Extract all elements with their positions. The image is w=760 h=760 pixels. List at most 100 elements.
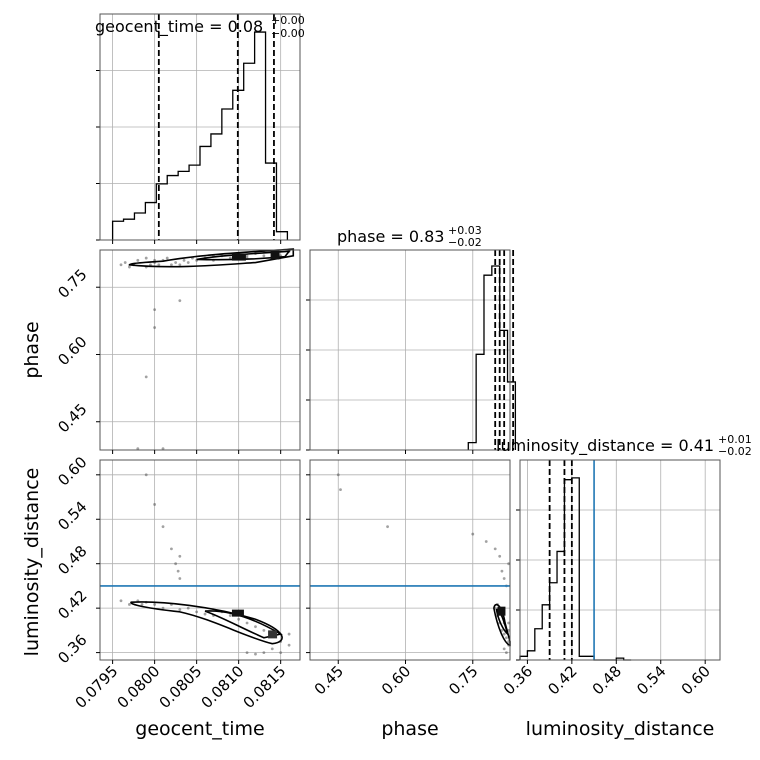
sample-point: [144, 256, 148, 260]
hist-bin: [145, 203, 156, 240]
y-tick-label: 0.45: [54, 400, 90, 436]
x-tick-label: 0.48: [589, 662, 625, 698]
sample-point: [254, 625, 257, 629]
sample-point: [161, 606, 165, 610]
hist-bin: [244, 63, 255, 240]
sample-point: [254, 652, 257, 656]
hist-bin: [113, 221, 124, 240]
title-geocent-time-lower: −0.00: [271, 27, 305, 40]
title-luminosity-distance-lower: −0.02: [718, 445, 752, 458]
sample-point: [339, 488, 342, 492]
density-peak: [231, 609, 244, 617]
y-tick-label: 0.36: [54, 631, 90, 667]
x-axis-label-phase: phase: [381, 718, 438, 740]
panel-frame: [99, 459, 301, 661]
sample-point: [128, 265, 131, 269]
panel-scatter-distance-vs-time: [99, 459, 301, 661]
hist-bin: [124, 219, 135, 240]
sample-point: [336, 473, 340, 477]
sample-point: [153, 326, 157, 329]
sample-point: [182, 258, 186, 262]
sample-point: [237, 617, 241, 621]
sample-point: [161, 525, 165, 529]
x-tick-label: 0.0795: [72, 662, 122, 712]
sample-point: [136, 258, 140, 262]
sample-point: [498, 554, 502, 558]
sample-point: [493, 547, 497, 551]
hist-bin: [211, 134, 222, 240]
sample-point: [500, 628, 504, 632]
sample-point: [262, 628, 266, 632]
sample-point: [165, 256, 169, 260]
sample-point: [140, 603, 144, 606]
contour-outer: [128, 248, 295, 268]
sample-point: [270, 647, 274, 651]
sample-point: [186, 261, 190, 264]
panel-frame: [309, 459, 511, 661]
y-tick-label: 0.42: [54, 586, 90, 622]
hist-bin: [255, 32, 266, 240]
x-tick-label: 0.0805: [156, 662, 206, 712]
sample-point: [505, 651, 508, 654]
sample-point: [119, 263, 123, 267]
x-tick-label: 0.45: [311, 662, 347, 698]
hist-bin: [189, 165, 200, 240]
hist-bin: [476, 354, 484, 450]
x-tick-label: 0.42: [544, 662, 580, 698]
y-tick-label: 0.60: [54, 453, 90, 489]
sample-point: [195, 610, 199, 614]
sample-point: [174, 261, 178, 264]
sample-point: [287, 632, 291, 636]
x-tick-label: 0.0800: [114, 662, 164, 712]
title-geocent-time: geocent_time = 0.08: [95, 17, 263, 37]
sample-point: [262, 651, 266, 654]
x-tick-label: 0.75: [445, 662, 481, 698]
contour-inner: [204, 610, 283, 639]
x-tick-label: 0.36: [500, 662, 536, 698]
hist-bin: [266, 163, 277, 240]
sample-point: [228, 614, 232, 617]
hist-bin: [178, 171, 189, 240]
sample-point: [153, 603, 157, 606]
sample-point: [502, 577, 506, 580]
panel-scatter-distance-vs-phase: [309, 459, 511, 661]
density-peak: [231, 253, 246, 261]
panel-frame: [519, 459, 721, 661]
sample-point: [176, 569, 180, 573]
title-phase: phase = 0.83: [337, 227, 444, 246]
hist-bin: [484, 275, 492, 450]
sample-point: [136, 447, 140, 451]
x-tick-label: 0.0810: [198, 662, 248, 712]
sample-point: [123, 261, 127, 264]
sample-point: [186, 606, 190, 610]
sample-point: [505, 636, 508, 640]
hist-bin: [134, 213, 145, 240]
sample-point: [245, 621, 249, 625]
sample-point: [174, 562, 178, 566]
panel-scatter-phase-vs-time: [99, 248, 301, 451]
sample-point: [128, 603, 131, 606]
y-tick-label: 0.60: [54, 333, 90, 369]
sample-point: [228, 256, 232, 260]
sample-point: [153, 308, 157, 312]
sample-point: [157, 263, 161, 267]
hist-bin: [167, 176, 178, 240]
x-axis-label-geocent-time: geocent_time: [135, 718, 264, 740]
sample-point: [178, 608, 182, 612]
contour-inner: [196, 250, 291, 261]
sample-point: [178, 554, 182, 558]
sample-point: [262, 254, 266, 258]
panel-frame: [99, 13, 301, 241]
hist-bin: [200, 146, 211, 240]
panel-hist-phase: [306, 249, 517, 451]
panel-hist-luminosity-distance: [516, 459, 721, 661]
title-luminosity-distance-upper: +0.01: [718, 433, 752, 446]
sample-point: [203, 612, 207, 616]
y-axis-label-phase: phase: [21, 321, 43, 378]
sample-point: [170, 547, 173, 551]
sample-point: [153, 503, 157, 506]
hist-step-line: [111, 31, 289, 240]
hist-step-line: [467, 265, 517, 450]
x-tick-label: 0.54: [633, 662, 669, 698]
